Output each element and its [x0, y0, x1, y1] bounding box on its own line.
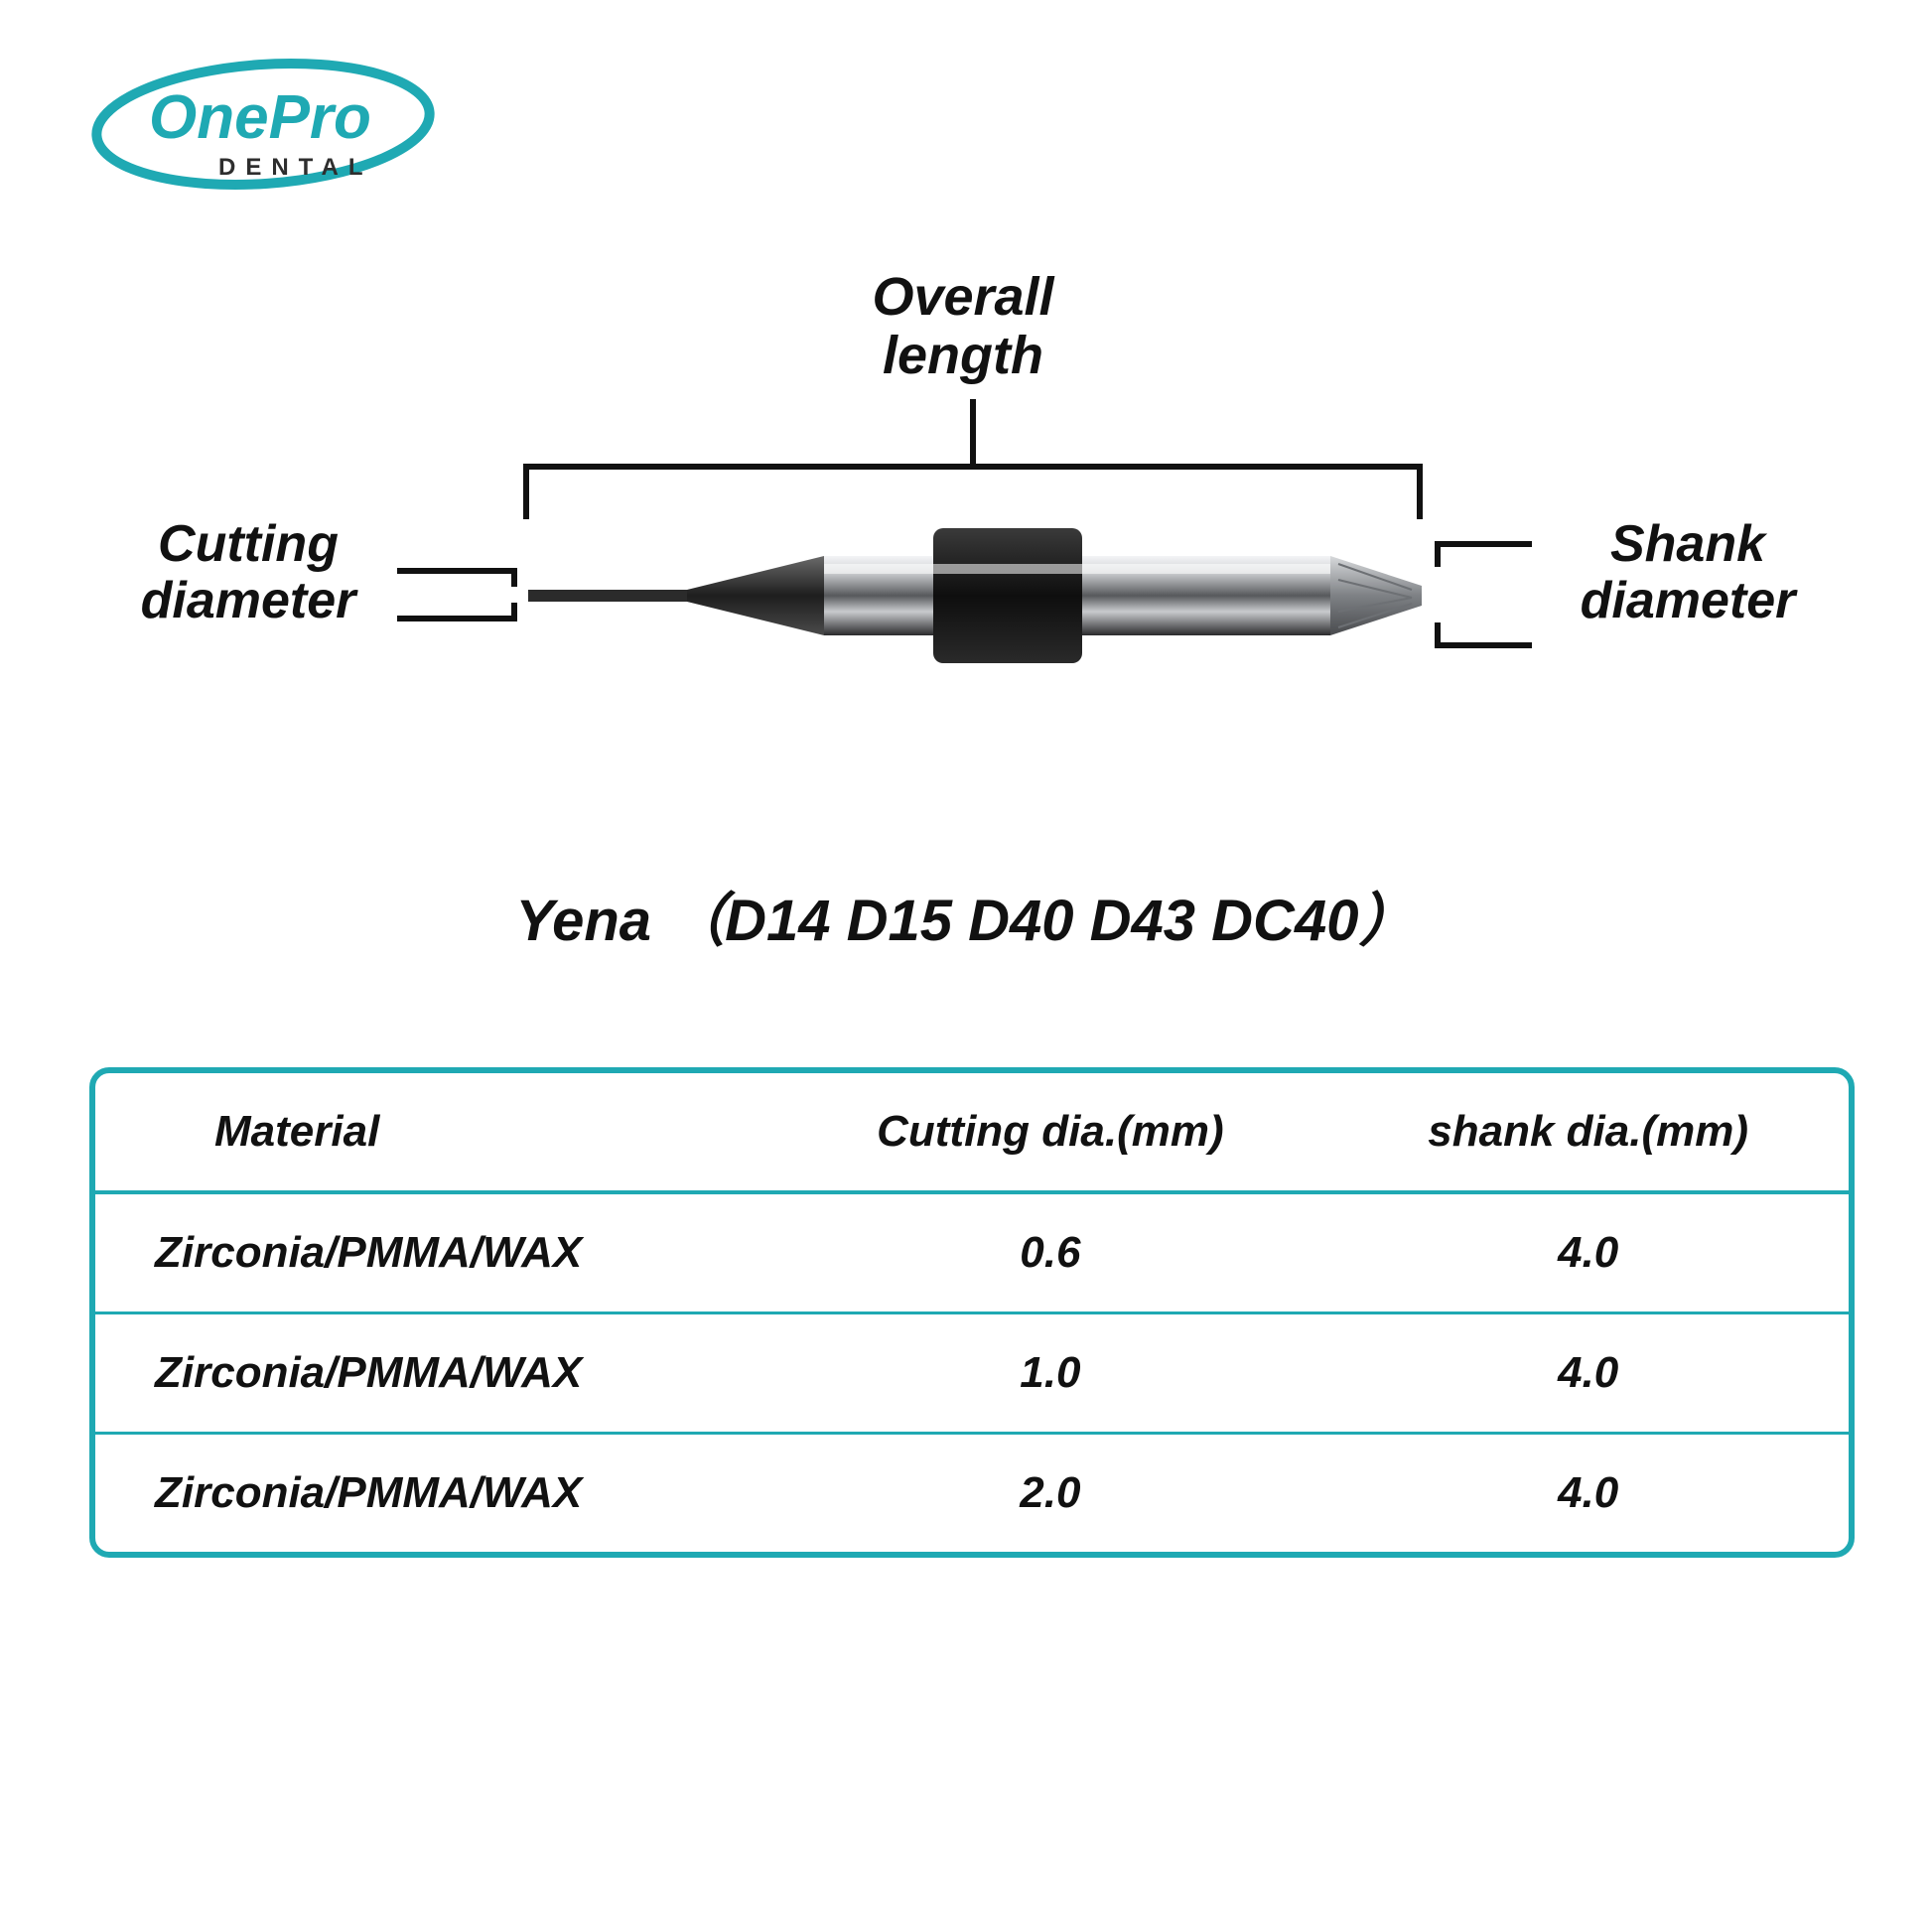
- diagram-svg: [169, 268, 1757, 824]
- cell-shank: 4.0: [1327, 1192, 1849, 1313]
- logo-sub-text: DENTAL: [218, 154, 373, 182]
- cell-material: Zirconia/PMMA/WAX: [95, 1434, 772, 1553]
- table-row: Zirconia/PMMA/WAX 1.0 4.0: [95, 1313, 1849, 1434]
- cell-cutting: 0.6: [772, 1192, 1327, 1313]
- col-material: Material: [95, 1073, 772, 1192]
- cell-shank: 4.0: [1327, 1434, 1849, 1553]
- table-header-row: Material Cutting dia.(mm) shank dia.(mm): [95, 1073, 1849, 1192]
- cell-cutting: 2.0: [772, 1434, 1327, 1553]
- spec-table: Material Cutting dia.(mm) shank dia.(mm)…: [95, 1073, 1849, 1552]
- cell-material: Zirconia/PMMA/WAX: [95, 1313, 772, 1434]
- table-row: Zirconia/PMMA/WAX 0.6 4.0: [95, 1192, 1849, 1313]
- tool-diagram: Overall length Cutting diameter Shank di…: [169, 268, 1757, 824]
- col-cutting-dia: Cutting dia.(mm): [772, 1073, 1327, 1192]
- cell-shank: 4.0: [1327, 1313, 1849, 1434]
- cell-cutting: 1.0: [772, 1313, 1327, 1434]
- logo-main-text: OnePro: [149, 82, 371, 153]
- table-row: Zirconia/PMMA/WAX 2.0 4.0: [95, 1434, 1849, 1553]
- product-caption: Yena （D14 D15 D40 D43 DC40）: [0, 874, 1932, 957]
- spec-table-container: Material Cutting dia.(mm) shank dia.(mm)…: [89, 1067, 1855, 1558]
- col-shank-dia: shank dia.(mm): [1327, 1073, 1849, 1192]
- cell-material: Zirconia/PMMA/WAX: [95, 1192, 772, 1313]
- brand-logo: OnePro DENTAL: [89, 55, 437, 194]
